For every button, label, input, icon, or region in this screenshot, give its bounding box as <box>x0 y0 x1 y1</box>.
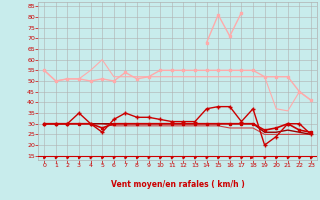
X-axis label: Vent moyen/en rafales ( km/h ): Vent moyen/en rafales ( km/h ) <box>111 180 244 189</box>
